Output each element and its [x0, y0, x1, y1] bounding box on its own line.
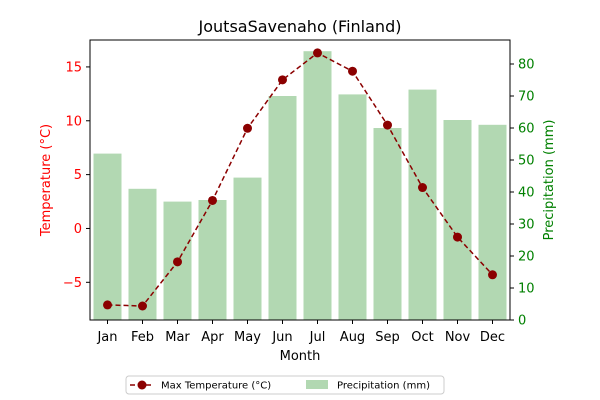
precipitation-bar — [128, 188, 157, 320]
y-right-tick-label: 50 — [518, 154, 535, 169]
x-tick-label: Nov — [445, 330, 471, 345]
precipitation-bars — [93, 51, 507, 321]
precipitation-bar — [408, 89, 437, 320]
plot-frame — [89, 39, 511, 321]
y-left-axis-ticks: −5 0 5 10 15 — [63, 60, 90, 291]
temperature-point — [488, 270, 497, 280]
x-tick-label: Jun — [271, 330, 292, 345]
y-right-tick-label: 60 — [518, 122, 535, 137]
precipitation-bar — [268, 96, 297, 320]
x-axis-ticks: Jan Feb Mar Apr May Jun Jul Aug Sep Oct Nov Dec — [96, 320, 505, 345]
y-left-axis-title: Temperature (°C) — [39, 124, 54, 237]
y-right-tick-label: 0 — [518, 314, 526, 329]
chart-title: JoutsaSavenaho (Finland) — [198, 17, 402, 36]
precipitation-bar — [198, 200, 227, 320]
temperature-point — [418, 183, 427, 193]
x-tick-label: Oct — [411, 330, 433, 345]
precipitation-bar — [373, 128, 402, 320]
legend: Max Temperature (°C) Precipitation (mm) — [125, 375, 445, 395]
temperature-series-line — [107, 52, 494, 307]
y-right-tick-label: 80 — [518, 58, 535, 73]
temperature-point — [103, 300, 112, 310]
y-right-tick-label: 40 — [518, 186, 535, 201]
x-axis-title: Month — [280, 349, 321, 364]
y-left-tick-label: 0 — [74, 222, 82, 237]
temperature-point — [173, 257, 182, 267]
legend-box — [125, 375, 445, 395]
temperature-point — [208, 195, 217, 205]
y-left-tick-label: 15 — [65, 60, 82, 75]
precipitation-bar — [443, 120, 472, 320]
temperature-point — [138, 301, 147, 311]
y-right-axis-title: Precipitation (mm) — [542, 120, 557, 241]
legend-bar-swatch — [306, 380, 328, 389]
temperature-point — [278, 75, 287, 85]
precipitation-bar — [303, 51, 332, 320]
precipitation-bar — [338, 94, 367, 321]
x-tick-label: Jan — [96, 330, 117, 345]
temperature-point — [453, 232, 462, 242]
y-right-tick-label: 30 — [518, 218, 535, 233]
precipitation-bar — [478, 124, 507, 320]
x-tick-label: May — [234, 330, 261, 345]
x-tick-label: Sep — [375, 330, 400, 345]
legend-marker-swatch — [137, 380, 147, 390]
y-right-axis-ticks: 0 10 20 30 40 50 60 70 80 — [510, 58, 535, 329]
x-tick-label: Feb — [131, 330, 154, 345]
y-right-tick-label: 20 — [518, 250, 535, 265]
x-tick-label: Mar — [165, 330, 190, 345]
legend-label-temperature: Max Temperature (°C) — [161, 381, 271, 392]
y-right-tick-label: 70 — [518, 90, 535, 105]
temperature-point — [313, 48, 322, 58]
temperature-point — [243, 123, 252, 133]
precipitation-bar — [93, 153, 122, 320]
temperature-point — [383, 120, 392, 130]
y-left-tick-label: 5 — [74, 168, 82, 183]
temperature-line — [103, 48, 497, 311]
x-tick-label: Dec — [480, 330, 505, 345]
x-tick-label: Aug — [340, 330, 365, 345]
x-tick-label: Apr — [201, 330, 224, 345]
temperature-point — [348, 66, 357, 76]
y-right-tick-label: 10 — [518, 282, 535, 297]
y-left-tick-label: −5 — [63, 276, 82, 291]
y-left-tick-label: 10 — [65, 114, 82, 129]
legend-label-precipitation: Precipitation (mm) — [337, 381, 430, 392]
precipitation-bar — [233, 177, 262, 320]
x-tick-label: Jul — [309, 330, 326, 345]
